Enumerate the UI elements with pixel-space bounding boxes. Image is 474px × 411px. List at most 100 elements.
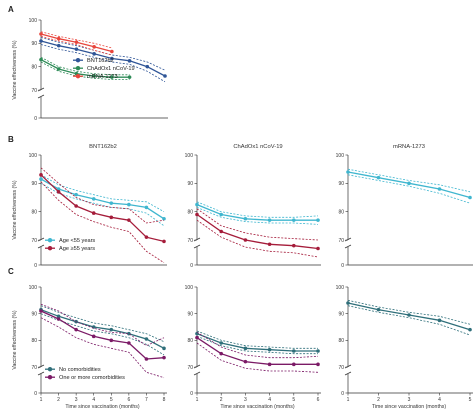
y-tick-label-B-1: 100 bbox=[185, 153, 194, 159]
ci-upper-2-3 bbox=[196, 331, 319, 359]
data-point-0-2 bbox=[56, 36, 61, 41]
data-point-1-2 bbox=[219, 212, 223, 217]
legend-age-under-55-label: Age <55 years bbox=[59, 238, 95, 244]
data-point-1-4 bbox=[468, 195, 472, 200]
series-line-1-0 bbox=[40, 178, 165, 220]
data-point-1-0 bbox=[74, 192, 78, 197]
y-tick-label-C-2: 0 bbox=[341, 391, 344, 397]
y-tick-label-C-0: 80 bbox=[31, 338, 37, 344]
x-tick-label-C-0: 2 bbox=[57, 397, 60, 403]
x-tick-label-C-0: 5 bbox=[110, 397, 113, 403]
y-axis-label-b: Vaccine effectiveness (%) bbox=[12, 180, 18, 239]
y-tick-label-C-2: 90 bbox=[338, 311, 344, 317]
legend-chadox1-label: ChAdOx1 nCoV-19 bbox=[87, 66, 135, 72]
series-line-2-3 bbox=[196, 337, 318, 365]
data-point-0-2 bbox=[39, 32, 43, 36]
axis-break-mark-C-0 bbox=[37, 364, 45, 369]
legend-one-or-more-comorbidities-label: One or more comorbidities bbox=[59, 375, 125, 381]
series-line-2-1 bbox=[40, 310, 165, 360]
ci-upper-0-1 bbox=[40, 56, 130, 76]
y-tick-label-B-2: 0 bbox=[341, 263, 344, 269]
x-tick-label-C-1: 1 bbox=[196, 397, 199, 403]
data-point-1-4 bbox=[346, 170, 350, 174]
y-tick-label-A-0: 80 bbox=[31, 64, 37, 70]
y-tick-label-C-2: 70 bbox=[338, 365, 344, 371]
data-point-2-2 bbox=[316, 349, 320, 353]
ci-lower-2-3 bbox=[196, 342, 319, 373]
data-point-1-0 bbox=[56, 187, 61, 191]
axis-break-mark-B-1 bbox=[193, 237, 201, 242]
axis-break-mark-B-1 bbox=[193, 244, 201, 249]
y-tick-label-C-0: 100 bbox=[29, 285, 38, 291]
ci-upper-1-2 bbox=[196, 201, 319, 218]
data-point-1-3 bbox=[292, 243, 296, 248]
data-point-1-3 bbox=[219, 229, 223, 234]
data-point-0-2 bbox=[74, 40, 79, 44]
data-point-0-2 bbox=[92, 45, 96, 49]
y-tick-label-B-1: 0 bbox=[190, 263, 193, 269]
legend-mrna1273-label: mRNA-1273 bbox=[87, 74, 118, 80]
data-point-2-3 bbox=[267, 362, 272, 367]
y-tick-label-B-2: 80 bbox=[338, 209, 344, 215]
data-point-2-3 bbox=[243, 359, 248, 364]
y-tick-label-B-1: 70 bbox=[187, 238, 193, 244]
x-tick-label-C-0: 6 bbox=[127, 397, 130, 403]
data-point-2-3 bbox=[316, 362, 320, 367]
panel-label-a: A bbox=[8, 5, 14, 14]
data-point-0-0 bbox=[145, 64, 150, 69]
y-tick-label-B-0: 90 bbox=[31, 181, 37, 187]
x-axis-label-0: Time since vaccination (months) bbox=[65, 404, 139, 410]
ci-lower-0-2 bbox=[40, 35, 113, 56]
data-point-0-2 bbox=[110, 49, 114, 54]
y-tick-label-B-0: 70 bbox=[31, 238, 37, 244]
axis-break-mark-B-0 bbox=[37, 237, 45, 242]
axis-break-mark-A-0 bbox=[37, 94, 45, 99]
axis-break-mark-C-0 bbox=[37, 371, 45, 376]
panel-label-c: C bbox=[8, 267, 14, 276]
x-tick-label-C-0: 4 bbox=[92, 397, 95, 403]
axis-break-mark-A-0 bbox=[37, 87, 45, 92]
y-tick-label-B-2: 90 bbox=[338, 181, 344, 187]
y-tick-label-C-2: 100 bbox=[336, 285, 345, 291]
data-point-1-1 bbox=[144, 235, 149, 239]
ci-upper-1-1 bbox=[40, 167, 165, 224]
x-tick-label-C-1: 3 bbox=[244, 397, 247, 403]
data-point-0-0 bbox=[74, 47, 79, 51]
x-tick-label-C-2: 4 bbox=[438, 397, 441, 403]
axis-break-mark-B-0 bbox=[37, 244, 45, 249]
data-point-1-1 bbox=[109, 215, 114, 220]
series-line-0-1 bbox=[40, 59, 130, 78]
subplot-title-1: ChAdOx1 nCoV-19 bbox=[233, 144, 282, 150]
data-point-1-1 bbox=[91, 211, 96, 215]
y-tick-label-B-2: 70 bbox=[338, 238, 344, 244]
data-point-2-0 bbox=[56, 314, 61, 319]
data-point-0-1 bbox=[127, 75, 132, 79]
data-point-1-2 bbox=[316, 218, 320, 222]
data-point-0-1 bbox=[92, 74, 96, 78]
ci-lower-2-2 bbox=[196, 335, 318, 355]
y-tick-label-C-0: 70 bbox=[31, 365, 37, 371]
ci-lower-1-2 bbox=[196, 207, 319, 225]
y-tick-label-A-0: 90 bbox=[31, 41, 37, 47]
y-axis-label-c: Vaccine effectiveness (%) bbox=[12, 310, 18, 369]
subplot-title-0: BNT162b2 bbox=[89, 144, 117, 150]
series-line-2-0 bbox=[40, 309, 165, 349]
legend-no-comorbidities-label: No comorbidities bbox=[59, 367, 101, 373]
data-point-2-4 bbox=[407, 313, 411, 317]
data-point-0-1 bbox=[39, 57, 43, 62]
data-point-0-1 bbox=[56, 67, 61, 71]
series-line-2-2 bbox=[196, 333, 318, 352]
y-tick-label-A-0: 100 bbox=[29, 18, 38, 24]
data-point-2-4 bbox=[437, 318, 442, 323]
data-point-2-3 bbox=[195, 335, 199, 340]
data-point-2-1 bbox=[91, 334, 96, 339]
ci-lower-0-1 bbox=[40, 61, 130, 80]
x-tick-label-C-1: 2 bbox=[220, 397, 223, 403]
y-tick-label-C-1: 70 bbox=[187, 365, 193, 371]
data-point-2-1 bbox=[39, 309, 43, 313]
data-point-1-1 bbox=[56, 190, 61, 194]
y-tick-label-C-1: 80 bbox=[187, 338, 193, 344]
x-axis-label-2: Time since vaccination (months) bbox=[372, 404, 446, 410]
ci-upper-2-4 bbox=[347, 299, 471, 325]
